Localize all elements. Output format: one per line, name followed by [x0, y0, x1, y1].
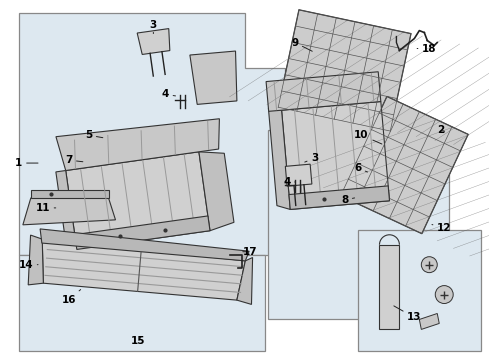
Text: 8: 8 [341, 195, 355, 205]
Polygon shape [19, 13, 285, 255]
Polygon shape [268, 130, 449, 319]
Text: 12: 12 [432, 223, 451, 233]
Text: 4: 4 [283, 177, 295, 187]
Polygon shape [28, 235, 43, 285]
Polygon shape [278, 10, 411, 131]
Polygon shape [379, 245, 399, 329]
Polygon shape [419, 314, 439, 329]
Polygon shape [56, 171, 77, 249]
Text: 2: 2 [438, 125, 445, 135]
Polygon shape [19, 255, 265, 351]
Polygon shape [66, 152, 210, 249]
Polygon shape [75, 216, 210, 249]
Polygon shape [56, 119, 220, 171]
Text: 9: 9 [291, 37, 312, 51]
Polygon shape [237, 257, 252, 305]
Polygon shape [23, 198, 116, 225]
Polygon shape [358, 230, 481, 351]
Polygon shape [266, 72, 381, 111]
Polygon shape [341, 96, 468, 234]
Polygon shape [269, 108, 290, 210]
Text: 3: 3 [150, 19, 157, 33]
Text: 15: 15 [131, 336, 146, 346]
Text: 11: 11 [36, 203, 56, 213]
Polygon shape [42, 239, 245, 300]
Polygon shape [40, 229, 249, 261]
Text: 5: 5 [85, 130, 103, 140]
Text: 3: 3 [305, 153, 318, 163]
Polygon shape [199, 152, 234, 231]
Polygon shape [31, 190, 108, 198]
Polygon shape [289, 186, 390, 210]
Circle shape [421, 257, 437, 273]
Text: 1: 1 [15, 158, 38, 168]
Text: 6: 6 [354, 163, 368, 173]
Polygon shape [282, 102, 390, 210]
Text: 14: 14 [19, 260, 38, 270]
Text: 10: 10 [354, 130, 382, 144]
Text: 16: 16 [61, 289, 81, 305]
Polygon shape [285, 164, 312, 186]
Polygon shape [137, 28, 170, 54]
Text: 18: 18 [417, 44, 437, 54]
Text: 17: 17 [243, 247, 257, 257]
Text: 4: 4 [162, 89, 175, 99]
Polygon shape [190, 51, 237, 104]
Text: 7: 7 [65, 155, 83, 165]
Text: 13: 13 [394, 306, 421, 323]
Circle shape [435, 285, 453, 303]
